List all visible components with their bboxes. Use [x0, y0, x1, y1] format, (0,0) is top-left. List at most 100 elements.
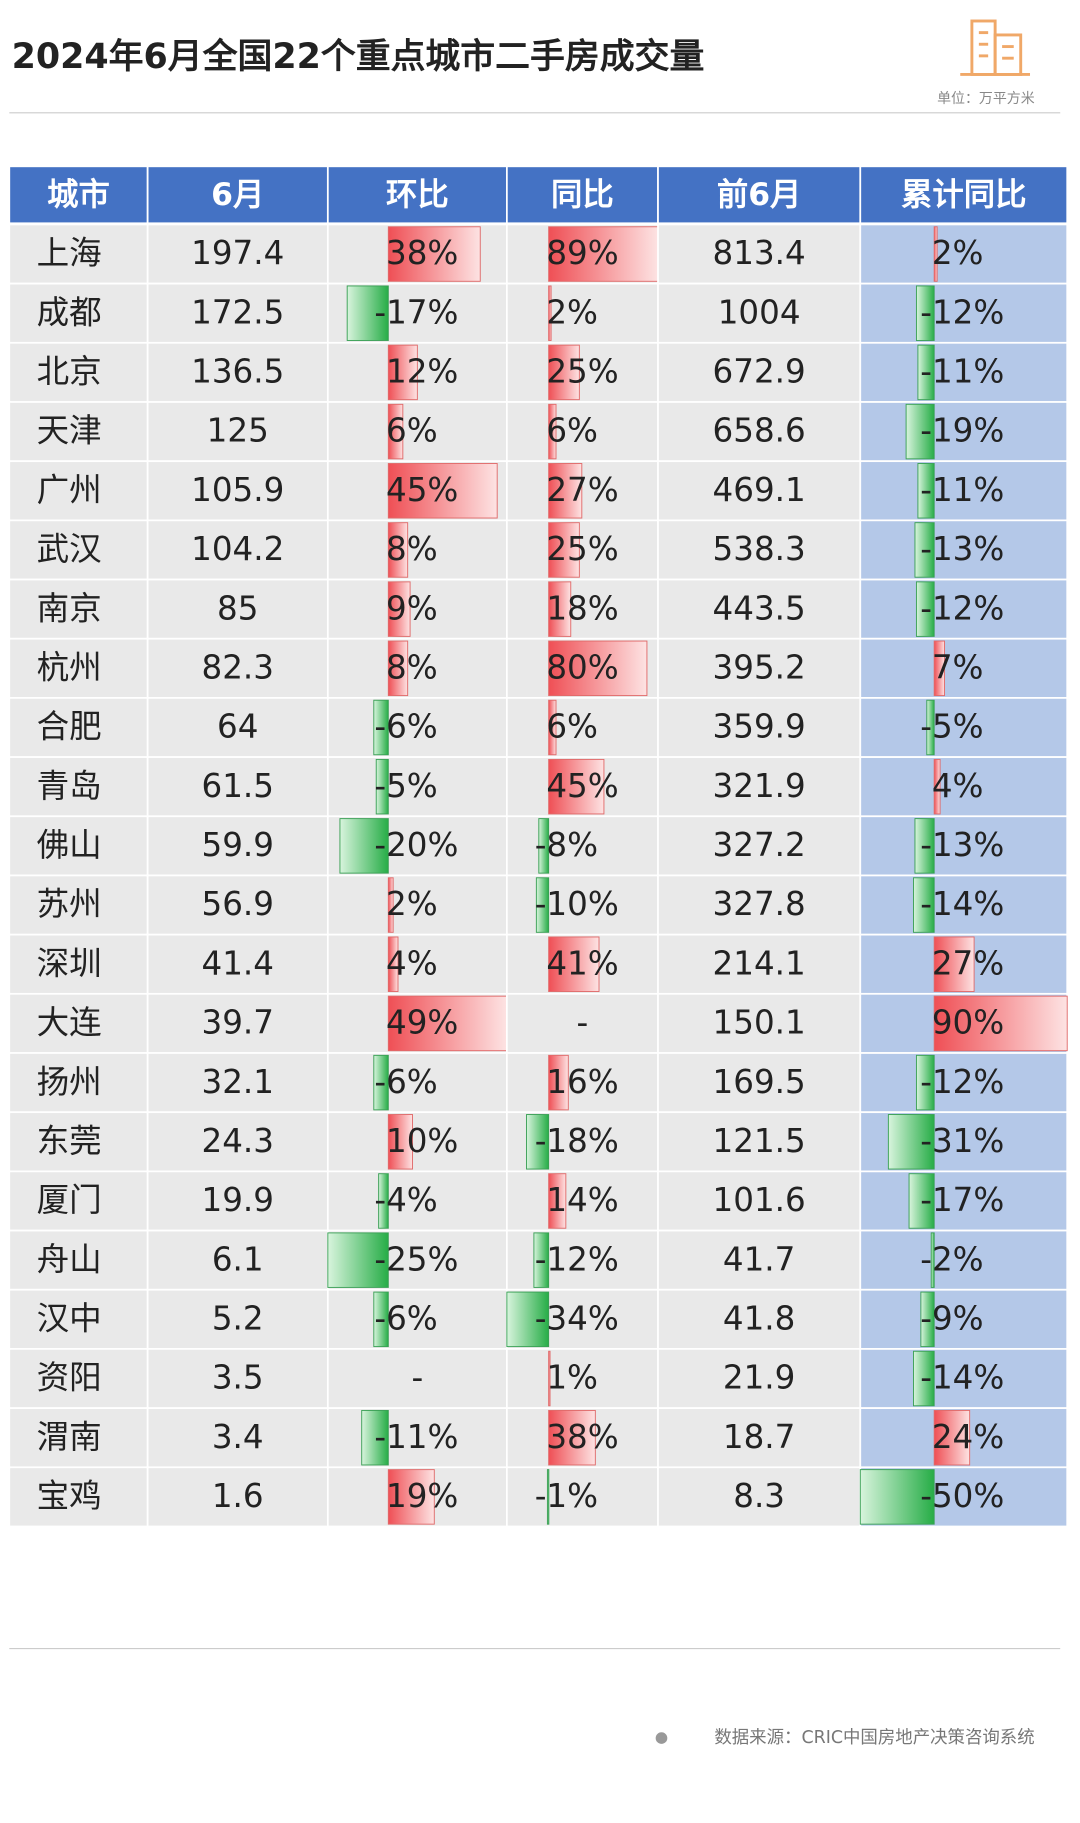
cell-text: -18% [535, 1122, 619, 1160]
cell-bg [859, 815, 1069, 877]
cell-bg [505, 697, 659, 758]
cell-text: 41.7 [723, 1240, 795, 1278]
data-bar [548, 1173, 567, 1229]
cell-bg [859, 1348, 1069, 1409]
cell-text: 150.1 [713, 1004, 806, 1042]
data-bar [373, 1054, 389, 1111]
cell-text: 24% [932, 1418, 1004, 1456]
data-bar [548, 1409, 596, 1466]
cell-bg [326, 578, 508, 640]
cell-text: 443.5 [713, 589, 806, 627]
cell-bg [859, 1170, 1069, 1232]
data-bar [548, 226, 659, 282]
cell-bg [326, 1407, 508, 1469]
cell-text: 2% [932, 234, 984, 272]
cell-text: 1.6 [212, 1477, 264, 1515]
data-bar [327, 1232, 389, 1288]
cell-bg [859, 223, 1069, 285]
cell-bg [146, 282, 329, 344]
cell-bg [326, 1348, 508, 1409]
cell-text: 469.1 [713, 471, 806, 509]
cell-bg [8, 637, 149, 699]
header-label: 同比 [551, 177, 614, 213]
cell-bg [657, 282, 862, 344]
cell-text: 38% [546, 1418, 618, 1456]
cell-text: - [411, 1359, 423, 1397]
cell-bg [657, 874, 862, 936]
data-bar [546, 1469, 550, 1525]
city-name: 深圳 [37, 944, 102, 982]
cell-text: 18% [546, 589, 618, 627]
cell-text: 6% [546, 412, 598, 450]
cell-bg [146, 1288, 329, 1350]
data-bar [933, 1409, 971, 1466]
city-name: 上海 [37, 234, 102, 272]
cell-text: 49% [386, 1004, 458, 1042]
data-bar [526, 1114, 550, 1170]
data-bar [548, 522, 580, 578]
cell-text: -14% [920, 1359, 1004, 1397]
data-bar [548, 699, 557, 756]
cell-bg [657, 460, 862, 522]
cell-bg [8, 223, 149, 285]
cell-text: -6% [374, 708, 437, 746]
cell-bg [657, 756, 862, 818]
cell-bg [146, 933, 329, 995]
cell-text: 214.1 [713, 944, 806, 982]
cell-text: -13% [920, 826, 1004, 864]
cell-bg [146, 1052, 329, 1114]
cell-text: -20% [374, 826, 458, 864]
cell-text: -5% [374, 767, 437, 805]
cell-text: 6% [546, 708, 598, 746]
cell-text: 8% [386, 648, 438, 686]
header-cell [859, 165, 1069, 225]
city-name: 青岛 [37, 767, 102, 805]
cell-bg [859, 1288, 1069, 1350]
city-name: 广州 [37, 471, 102, 509]
data-bar [915, 285, 935, 341]
cell-bg [326, 401, 508, 463]
cell-bg [505, 341, 659, 403]
cell-bg [8, 1466, 149, 1528]
cell-bg [859, 1229, 1069, 1291]
cell-text: 3.4 [212, 1418, 264, 1456]
cell-text: -4% [374, 1181, 437, 1219]
cell-text: 321.9 [713, 767, 806, 805]
cell-bg [8, 1348, 149, 1409]
cell-text: 45% [386, 471, 458, 509]
cell-text: 6.1 [212, 1240, 264, 1278]
title: 2024年6月全国22个重点城市二手房成交量 [12, 36, 705, 77]
cell-text: 32.1 [202, 1063, 274, 1101]
data-bar [387, 1114, 413, 1170]
data-bar [387, 581, 411, 637]
city-name: 北京 [37, 353, 102, 391]
cell-text: 27% [546, 471, 618, 509]
data-bar [548, 1350, 551, 1407]
cell-text: 197.4 [191, 234, 284, 272]
cell-text: 327.2 [713, 826, 806, 864]
cell-text: 82.3 [202, 648, 274, 686]
cell-bg [859, 637, 1069, 699]
data-bar [387, 344, 418, 401]
cell-text: -1% [535, 1477, 598, 1515]
cell-bg [326, 874, 508, 936]
header-label: 6月 [211, 177, 264, 213]
data-bar [548, 344, 580, 401]
city-name: 扬州 [37, 1063, 102, 1101]
cell-bg [146, 756, 329, 818]
cell-bg [326, 1170, 508, 1232]
city-name: 舟山 [37, 1240, 102, 1278]
data-bar [913, 877, 935, 933]
data-bar [920, 1291, 935, 1348]
data-bar [914, 818, 935, 874]
data-bar [887, 1114, 935, 1170]
data-bar [375, 758, 389, 815]
cell-text: 18.7 [723, 1418, 795, 1456]
cell-text: -11% [920, 353, 1004, 391]
city-name: 武汉 [37, 530, 102, 568]
data-bar [373, 699, 389, 756]
cell-bg [146, 815, 329, 877]
header-label: 城市 [47, 176, 110, 213]
data-bar [930, 1232, 935, 1288]
